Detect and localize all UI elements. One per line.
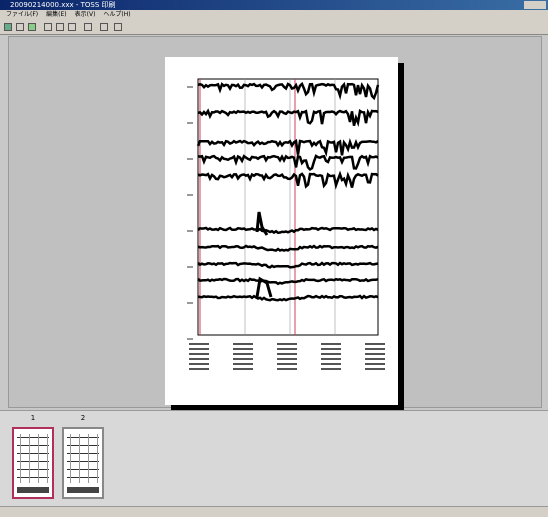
footer-text: [365, 353, 385, 355]
thumb-line: [67, 477, 99, 478]
thumb-line: [67, 461, 99, 462]
footer-text: [365, 363, 385, 365]
thumbnail-label: 1: [30, 414, 36, 422]
thumb-line: [88, 434, 89, 483]
thumb-line: [67, 445, 99, 446]
footer-text: [233, 363, 253, 365]
footer-text: [365, 343, 385, 345]
footer-text: [365, 348, 385, 350]
thumb-line: [17, 461, 49, 462]
footer-text: [365, 368, 385, 370]
thumbnail-label: 2: [80, 414, 86, 422]
thumb-line: [17, 445, 49, 446]
footer-text: [365, 358, 385, 360]
footer-text: [321, 368, 341, 370]
trace: [197, 244, 379, 252]
trace: [197, 108, 379, 127]
thumb-line: [79, 434, 80, 483]
thumb-line: [17, 469, 49, 470]
thumb-line: [67, 453, 99, 454]
thumb-footer: [67, 487, 99, 493]
footer-text: [189, 343, 209, 345]
plot-frame: [197, 78, 379, 336]
title-bar: 20090214000.xxx - TOSS 印刷: [0, 0, 548, 10]
trace: [197, 170, 379, 190]
tool-button[interactable]: [100, 23, 108, 31]
footer-text: [233, 343, 253, 345]
spike: [255, 211, 269, 236]
footer-text: [189, 358, 209, 360]
footer-text: [233, 368, 253, 370]
trace: [197, 226, 379, 235]
tool-button[interactable]: [84, 23, 92, 31]
footer-text: [277, 353, 297, 355]
thumb-line: [67, 469, 99, 470]
page-thumbnail[interactable]: [62, 427, 104, 499]
footer-text: [233, 353, 253, 355]
thumb-footer: [17, 487, 49, 493]
footer-text: [321, 343, 341, 345]
toolbar: [0, 20, 548, 35]
thumb-line: [38, 434, 39, 483]
tool-button[interactable]: [4, 23, 12, 31]
thumb-line: [97, 434, 98, 483]
footer-text: [189, 348, 209, 350]
tool-button[interactable]: [28, 23, 36, 31]
footer-text: [321, 353, 341, 355]
page-chart-image: [187, 78, 385, 370]
menu-item[interactable]: 表示(V): [74, 11, 96, 18]
trace: [196, 138, 379, 157]
thumb-line: [20, 434, 21, 483]
thumb-line: [17, 453, 49, 454]
footer-text: [233, 358, 253, 360]
menu-item[interactable]: ヘルプ(H): [103, 11, 131, 18]
window-title: 20090214000.xxx - TOSS 印刷: [10, 1, 116, 9]
trace: [197, 294, 379, 302]
thumb-line: [17, 477, 49, 478]
footer-text: [277, 343, 297, 345]
trace: [197, 261, 379, 269]
thumb-line: [70, 434, 71, 483]
footer-text: [277, 348, 297, 350]
thumb-line: [17, 437, 49, 438]
page-thumbnail[interactable]: [12, 427, 54, 499]
trace: [197, 81, 380, 101]
tool-button[interactable]: [114, 23, 122, 31]
menu-item[interactable]: ファイル(F): [6, 11, 39, 18]
footer-text: [321, 348, 341, 350]
footer-text: [277, 358, 297, 360]
spike: [255, 276, 273, 298]
trace: [197, 277, 379, 286]
tool-button[interactable]: [68, 23, 76, 31]
status-bar: [0, 506, 548, 517]
menu-item[interactable]: 編集(E): [46, 11, 67, 18]
footer-text: [277, 368, 297, 370]
tool-button[interactable]: [44, 23, 52, 31]
footer-text: [189, 368, 209, 370]
menu-bar: ファイル(F) 編集(E) 表示(V) ヘルプ(H): [0, 10, 548, 20]
print-page: [165, 57, 398, 405]
footer-text: [189, 353, 209, 355]
tool-button[interactable]: [16, 23, 24, 31]
tool-button[interactable]: [56, 23, 64, 31]
thumb-line: [29, 434, 30, 483]
footer-text: [321, 363, 341, 365]
window-buttons[interactable]: [524, 1, 546, 9]
thumb-line: [47, 434, 48, 483]
footer-text: [277, 363, 297, 365]
trace: [197, 154, 379, 171]
footer-text: [321, 358, 341, 360]
thumb-line: [67, 437, 99, 438]
footer-text: [233, 348, 253, 350]
footer-text: [189, 363, 209, 365]
